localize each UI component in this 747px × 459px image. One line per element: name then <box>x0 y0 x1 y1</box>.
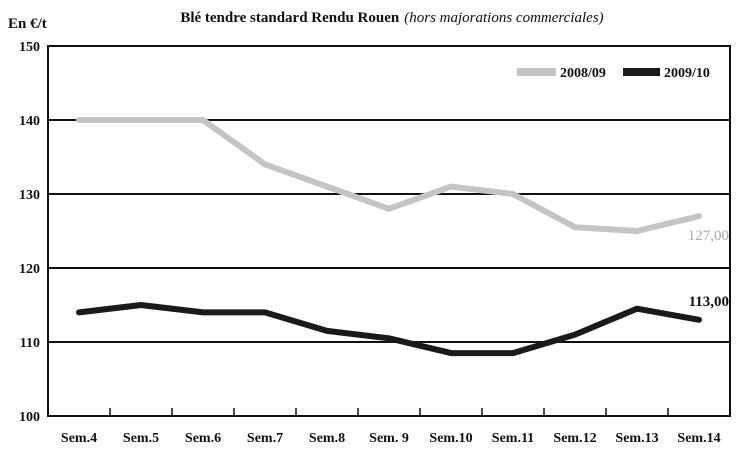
y-tick-label: 130 <box>19 188 40 203</box>
x-tick-label: Sem.5 <box>123 431 159 446</box>
chart-title-line: Blé tendre standard Rendu Rouen (hors maj… <box>180 10 603 26</box>
chart-title: Blé tendre standard Rendu Rouen <box>180 10 400 26</box>
x-tick-label: Sem.7 <box>247 431 283 446</box>
x-tick-label: Sem.13 <box>615 431 658 446</box>
end-labels: 127,00 113,00 <box>688 228 729 310</box>
y-axis-unit-label: En €/t <box>8 16 47 32</box>
plot-frame <box>47 45 731 417</box>
end-label-2008/09: 127,00 <box>688 228 729 244</box>
x-axis-ticks: Sem.4 Sem.5 Sem.6 Sem.7 Sem.8 Sem. 9 Sem.10 Sem… <box>61 408 721 446</box>
y-axis-ticks: 100 110 120 130 140 150 <box>19 40 40 425</box>
x-tick-label: Sem.14 <box>677 431 720 446</box>
y-tick-label: 140 <box>19 114 40 129</box>
x-tick-label: Sem. 9 <box>369 431 409 446</box>
series-line-2009/10 <box>76 302 702 357</box>
series-line-2008/09 <box>76 117 702 234</box>
legend-label-2009/10: 2009/10 <box>664 66 710 81</box>
legend-label-2008/09: 2008/09 <box>560 66 606 81</box>
x-tick-label: Sem.10 <box>429 431 472 446</box>
x-tick-label: Sem.11 <box>492 431 534 446</box>
legend: 2008/09 2009/10 <box>517 66 710 81</box>
x-tick-label: Sem.4 <box>61 431 97 446</box>
y-tick-label: 100 <box>19 410 40 425</box>
y-tick-label: 120 <box>19 262 40 277</box>
y-tick-label: 110 <box>20 336 40 351</box>
end-label-2009/10: 113,00 <box>689 294 729 310</box>
x-tick-label: Sem.12 <box>553 431 596 446</box>
x-tick-label: Sem.6 <box>185 431 221 446</box>
chart-subtitle: (hors majorations commerciales) <box>404 10 603 26</box>
series-lines <box>76 117 702 357</box>
y-tick-label: 150 <box>19 40 40 55</box>
x-tick-label: Sem.8 <box>309 431 345 446</box>
